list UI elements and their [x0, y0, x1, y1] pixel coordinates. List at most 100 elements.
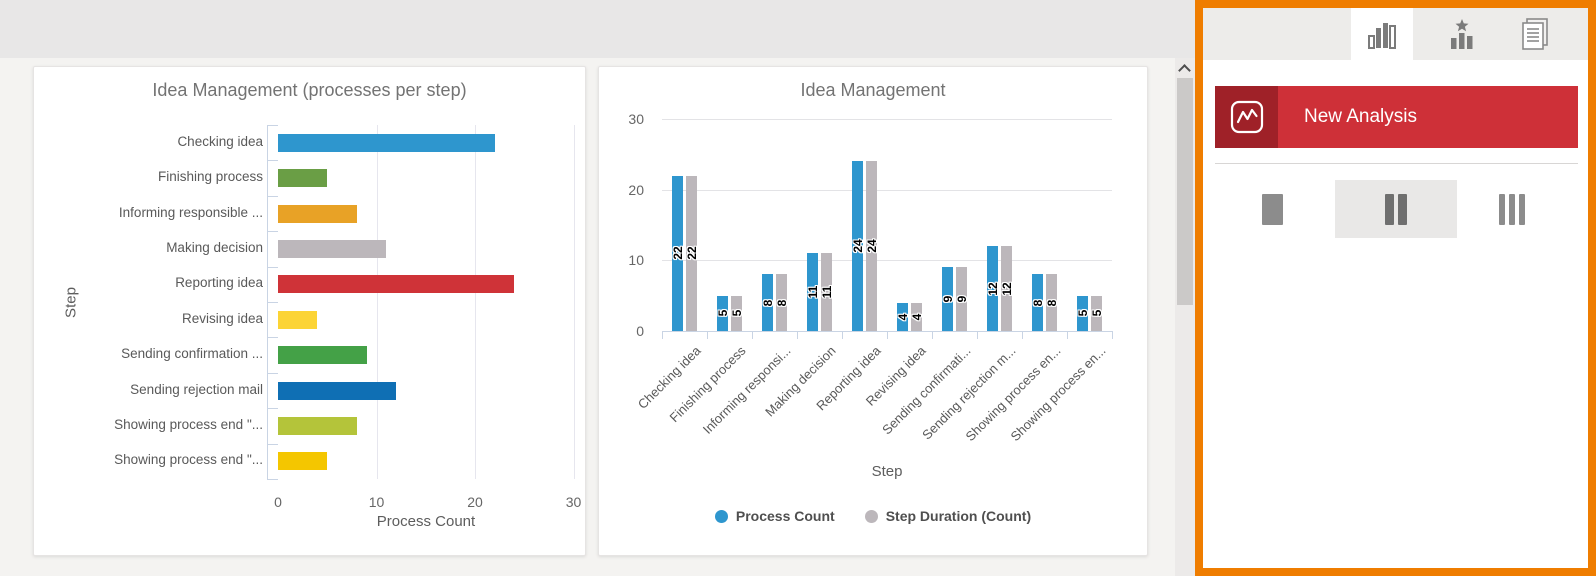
gridline	[475, 125, 476, 479]
axis-tick	[267, 408, 278, 410]
bar[interactable]	[1046, 274, 1057, 331]
category-label: Checking idea	[177, 133, 263, 149]
horizontal-bar-chart-card: Idea Management (processes per step) Ste…	[33, 66, 586, 556]
bar[interactable]	[1001, 246, 1012, 331]
bar[interactable]	[278, 381, 397, 400]
bar[interactable]	[278, 169, 328, 188]
bar[interactable]	[852, 161, 863, 331]
bar[interactable]	[911, 302, 922, 331]
analysis-chart-icon	[1230, 100, 1263, 134]
y-tick-label: 10	[628, 252, 644, 269]
legend-swatch-icon	[714, 509, 728, 523]
axis-tick	[842, 331, 843, 339]
category-label: Reporting idea	[175, 275, 263, 291]
category-label: Sending confirmation ...	[121, 346, 263, 362]
two-columns-icon	[1385, 193, 1394, 225]
axis-tick	[267, 160, 278, 162]
bar[interactable]	[278, 346, 367, 365]
bar-value-label: 8	[1030, 299, 1045, 307]
panel-divider	[1215, 163, 1578, 164]
bar-value-label: 9	[940, 295, 955, 303]
bar[interactable]	[807, 253, 818, 331]
bar[interactable]	[278, 416, 357, 435]
axis-tick	[752, 331, 753, 339]
bar[interactable]	[762, 274, 773, 331]
tab-ranking-chart[interactable]	[1431, 8, 1493, 60]
scrollbar-thumb[interactable]	[1177, 78, 1193, 305]
new-analysis-button[interactable]: New Analysis	[1215, 86, 1578, 148]
bar-value-label: 22	[670, 246, 685, 260]
bar-value-label: 8	[774, 299, 789, 307]
bar-value-label: 5	[715, 309, 730, 317]
one-column-icon	[1261, 193, 1283, 225]
category-label: Revising idea	[181, 310, 263, 326]
bar[interactable]	[987, 246, 998, 331]
bar[interactable]	[278, 310, 318, 329]
axis-tick	[707, 331, 708, 339]
panel-tab-strip	[1203, 8, 1588, 60]
tab-reports[interactable]	[1503, 8, 1565, 60]
bar-value-label: 4	[909, 313, 924, 321]
layout-option-one-column[interactable]	[1241, 180, 1303, 238]
axis-tick	[1112, 331, 1113, 339]
bar[interactable]	[731, 295, 742, 331]
x-tick-label: 20	[467, 494, 483, 510]
bar-value-label: 5	[729, 309, 744, 317]
bar[interactable]	[1077, 295, 1088, 331]
bar[interactable]	[717, 295, 728, 331]
tab-column-chart[interactable]	[1351, 8, 1413, 60]
chart-title: Idea Management (processes per step)	[152, 80, 467, 100]
layout-option-two-columns[interactable]	[1335, 180, 1457, 238]
y-tick-label: 30	[628, 110, 644, 127]
axis-tick	[887, 331, 888, 339]
axis-tick	[797, 331, 798, 339]
axis-tick	[1022, 331, 1023, 339]
bar[interactable]	[776, 274, 787, 331]
axis-tick	[267, 337, 278, 339]
x-tick-label: 0	[274, 494, 282, 510]
bar[interactable]	[278, 452, 328, 471]
category-label: Informing responsible ...	[118, 204, 263, 220]
legend-label: Step Duration (Count)	[885, 508, 1032, 524]
legend-item-step-duration[interactable]: Step Duration (Count)	[864, 508, 1032, 524]
bar[interactable]	[956, 267, 967, 331]
category-label: Sending rejection mail	[130, 381, 263, 397]
new-analysis-icon-box	[1215, 86, 1278, 148]
bar[interactable]	[1091, 295, 1102, 331]
bar[interactable]	[686, 175, 697, 331]
bar[interactable]	[672, 175, 683, 331]
category-label: Showing process end "...	[114, 416, 263, 432]
bar[interactable]	[278, 239, 387, 258]
layout-option-three-columns[interactable]	[1481, 180, 1543, 238]
legend-item-process-count[interactable]: Process Count	[714, 508, 835, 524]
axis-tick	[267, 479, 278, 480]
bar-value-label: 4	[895, 313, 910, 321]
top-strip	[0, 0, 1196, 58]
grouped-bar-chart-card: Idea Management Step Process Count Step …	[598, 66, 1148, 556]
axis-tick	[977, 331, 978, 339]
bar[interactable]	[278, 204, 357, 223]
bar[interactable]	[278, 275, 515, 294]
column-chart-icon	[1368, 23, 1396, 49]
three-columns-icon	[1499, 193, 1505, 225]
gridline	[662, 118, 1112, 120]
gridline	[662, 260, 1112, 262]
bar[interactable]	[278, 133, 495, 152]
bar-value-label: 5	[1089, 309, 1104, 317]
report-documents-icon	[1522, 18, 1548, 50]
x-tick-label: 10	[368, 494, 385, 510]
axis-tick	[267, 125, 278, 126]
bar[interactable]	[821, 253, 832, 331]
bar[interactable]	[897, 302, 908, 331]
bar-value-label: 11	[819, 285, 834, 299]
axis-tick	[932, 331, 933, 339]
bar[interactable]	[866, 161, 877, 331]
axis-tick	[267, 443, 278, 445]
bar-value-label: 9	[954, 295, 969, 303]
legend-label: Process Count	[735, 508, 835, 524]
y-tick-label: 20	[628, 181, 644, 198]
bar[interactable]	[1032, 274, 1043, 331]
bar[interactable]	[942, 267, 953, 331]
legend-swatch-icon	[864, 509, 878, 523]
